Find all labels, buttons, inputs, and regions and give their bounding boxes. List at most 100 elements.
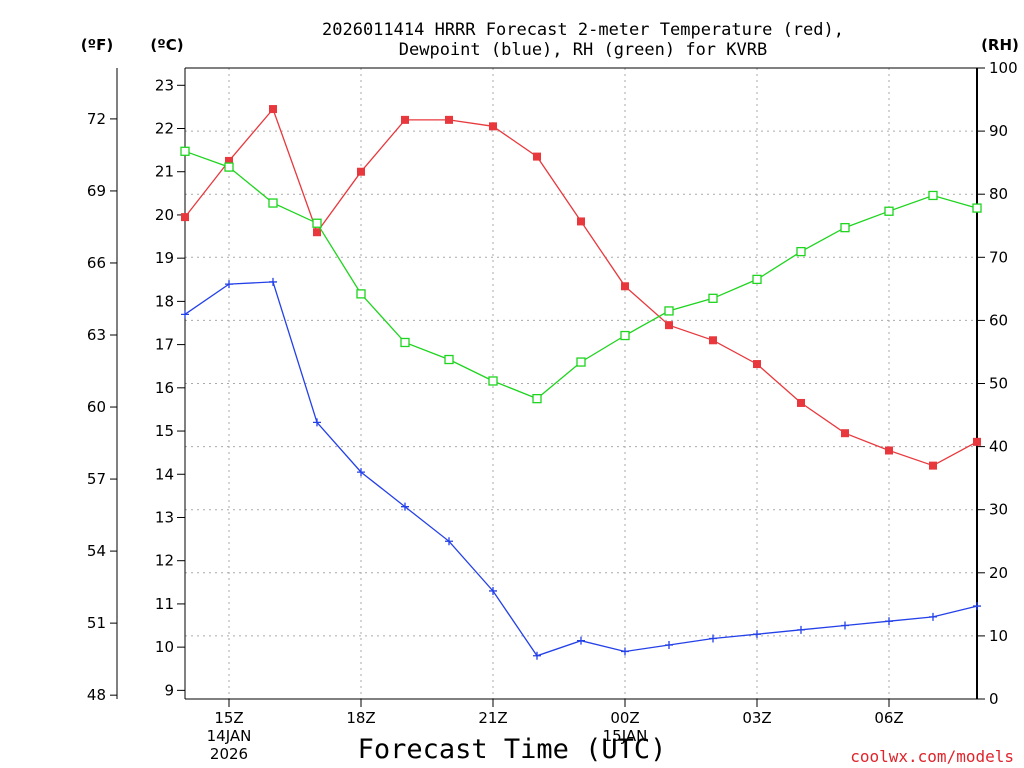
rh-point <box>972 203 982 213</box>
rh-point <box>884 206 894 216</box>
rh-tick-label: 50 <box>989 375 1008 393</box>
dewpoint-point <box>665 640 673 649</box>
rh-tick-label: 100 <box>989 59 1018 77</box>
celsius-tick-label: 23 <box>155 76 174 94</box>
dewpoint-line <box>184 281 978 657</box>
celsius-unit-label: (ºC) <box>150 36 183 54</box>
rh-point <box>488 376 498 386</box>
celsius-tick-label: 10 <box>155 638 174 656</box>
temperature-point <box>973 437 981 446</box>
rh-tick-label: 40 <box>989 438 1008 456</box>
fahrenheit-tick-label: 57 <box>87 470 106 488</box>
dewpoint-point <box>181 310 189 319</box>
celsius-tick-label: 17 <box>155 336 174 354</box>
temperature-point <box>225 156 233 165</box>
celsius-tick-label: 21 <box>155 163 174 181</box>
rh-point <box>664 306 674 316</box>
rh-point <box>444 354 454 365</box>
fahrenheit-tick-label: 63 <box>87 326 106 344</box>
rh-point <box>180 146 190 156</box>
temperature-point <box>401 115 409 124</box>
fahrenheit-tick-label: 69 <box>87 182 106 200</box>
axes-layer <box>116 67 978 700</box>
dewpoint-point <box>577 636 585 645</box>
dewpoint-point <box>929 612 937 621</box>
dewpoint-point <box>445 537 453 546</box>
fahrenheit-tick-label: 54 <box>87 542 106 560</box>
temperature-point <box>665 321 673 330</box>
celsius-tick-label: 14 <box>155 465 174 483</box>
temperature-point <box>885 446 893 455</box>
fahrenheit-tick-label: 60 <box>87 398 106 416</box>
rh-point <box>400 337 410 348</box>
dewpoint-point <box>489 586 497 595</box>
dewpoint-point <box>709 634 717 643</box>
rh-point <box>840 222 850 233</box>
grid-layer <box>185 68 977 699</box>
rh-point <box>708 293 718 303</box>
rh-tick-label: 90 <box>989 122 1008 140</box>
rh-point <box>620 330 630 341</box>
dewpoint-point <box>621 647 629 656</box>
temperature-point <box>841 429 849 438</box>
x-tick-label: 00Z <box>610 709 639 727</box>
dewpoint-point <box>797 625 805 634</box>
rh-unit-label: (RH) <box>981 36 1019 54</box>
rh-point <box>796 246 806 257</box>
temperature-point <box>577 217 585 226</box>
temperature-point <box>445 115 453 124</box>
dewpoint-point <box>225 280 233 289</box>
rh-point <box>312 218 322 228</box>
dewpoint-point <box>269 277 277 286</box>
rh-tick-label: 0 <box>989 690 999 708</box>
dewpoint-point <box>533 651 541 660</box>
credit-label: coolwx.com/models <box>850 747 1014 766</box>
celsius-tick-label: 18 <box>155 292 174 310</box>
rh-tick-label: 30 <box>989 501 1008 519</box>
dewpoint-point <box>401 502 409 511</box>
temperature-point <box>489 122 497 131</box>
temperature-point <box>313 228 321 237</box>
celsius-tick-label: 9 <box>164 681 174 699</box>
dewpoint-point <box>753 630 761 639</box>
x-tick-year-label: 2026 <box>210 745 248 763</box>
rh-tick-label: 20 <box>989 564 1008 582</box>
celsius-tick-label: 16 <box>155 379 174 397</box>
celsius-tick-label: 20 <box>155 206 174 224</box>
x-tick-label: 06Z <box>874 709 903 727</box>
rh-tick-label: 10 <box>989 627 1008 645</box>
celsius-tick-label: 13 <box>155 508 174 526</box>
dewpoint-point <box>357 468 365 477</box>
temperature-point <box>357 167 365 176</box>
fahrenheit-tick-label: 66 <box>87 254 106 272</box>
temperature-point <box>753 360 761 369</box>
fahrenheit-tick-label: 72 <box>87 110 106 128</box>
temperature-point <box>181 213 189 222</box>
rh-point <box>224 162 234 172</box>
temperature-line <box>184 107 978 467</box>
x-tick-date-label: 14JAN <box>207 727 252 745</box>
x-tick-date-label: 15JAN <box>603 727 648 745</box>
dewpoint-point <box>885 617 893 626</box>
temperature-point <box>709 336 717 345</box>
celsius-tick-label: 12 <box>155 552 174 570</box>
celsius-tick-label: 22 <box>155 120 174 138</box>
series-layer <box>180 105 982 660</box>
x-tick-label: 15Z <box>214 709 243 727</box>
temperature-point <box>621 282 629 291</box>
rh-point <box>752 274 762 285</box>
x-tick-label: 18Z <box>346 709 375 727</box>
chart-title-line2: Dewpoint (blue), RH (green) for KVRB <box>399 40 767 60</box>
temperature-point <box>797 398 805 407</box>
fahrenheit-unit-label: (ºF) <box>81 36 113 54</box>
rh-point <box>356 289 366 299</box>
celsius-tick-label: 19 <box>155 249 174 267</box>
dewpoint-point <box>841 621 849 630</box>
rh-point <box>576 357 586 367</box>
rh-point <box>268 198 278 208</box>
rh-point <box>928 190 938 201</box>
fahrenheit-tick-label: 51 <box>87 614 106 632</box>
x-tick-label: 03Z <box>742 709 771 727</box>
